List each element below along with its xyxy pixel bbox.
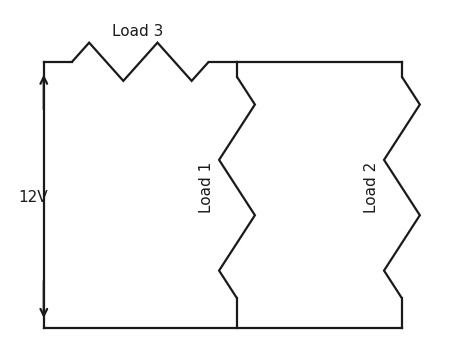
Text: Load 1: Load 1	[199, 162, 214, 213]
Text: 12V: 12V	[18, 190, 47, 205]
Text: Load 3: Load 3	[112, 24, 164, 39]
Text: Load 2: Load 2	[364, 162, 379, 213]
